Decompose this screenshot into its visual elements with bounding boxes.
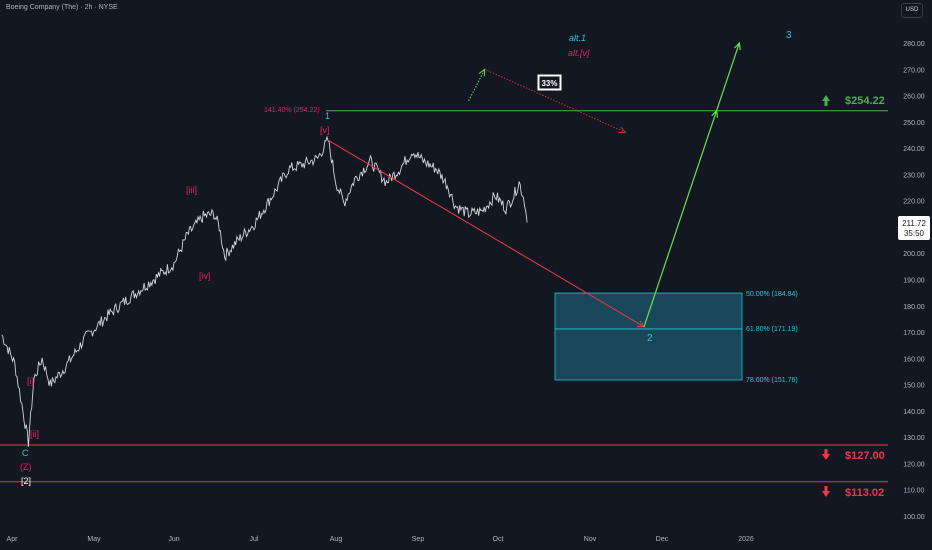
currency-button[interactable]: USD bbox=[901, 3, 923, 18]
wave-label-v: [v] bbox=[320, 125, 330, 135]
wave-label-alt1: alt.1 bbox=[569, 33, 586, 43]
time-tick-label: Oct bbox=[493, 536, 504, 543]
time-tick-label: Sep bbox=[412, 536, 425, 543]
time-tick-label: 2026 bbox=[738, 536, 754, 543]
price-tick-label: 180.00 bbox=[903, 304, 925, 311]
price-tick-label: 220.00 bbox=[903, 199, 925, 206]
wave-label-ii: [ii] bbox=[30, 429, 39, 439]
price-axis[interactable]: 100.00 110.00 120.00 130.00 140.00 150.00 160.… bbox=[890, 0, 932, 550]
time-axis-background bbox=[0, 528, 890, 550]
price-tick-label: 130.00 bbox=[903, 435, 925, 442]
wave-label-3: 3 bbox=[786, 30, 792, 41]
projection-alt-up bbox=[468, 69, 486, 102]
price-tick-label: 150.00 bbox=[903, 383, 925, 390]
price-tick-label: 250.00 bbox=[903, 120, 925, 127]
arrow-down-icon bbox=[822, 486, 830, 497]
chart-title: Boeing Company (The) · 2h · NYSE bbox=[6, 4, 118, 11]
price-tick-label: 270.00 bbox=[903, 67, 925, 74]
projection-arrowhead bbox=[734, 41, 741, 51]
arrow-up-icon bbox=[822, 95, 830, 106]
zone-label-50: 50.00% (184.84) bbox=[746, 291, 798, 298]
probability-badge: 33% bbox=[537, 74, 562, 91]
fib-extension-label: 141.40% (254.22) bbox=[264, 107, 320, 114]
price-tick-label: 280.00 bbox=[903, 41, 925, 48]
wave-label-c: C bbox=[22, 448, 29, 458]
wave-label-alt-v: alt.[v] bbox=[568, 48, 590, 58]
price-tick-label: 190.00 bbox=[903, 278, 925, 285]
price-tick-label: 120.00 bbox=[903, 461, 925, 468]
time-tick-label: Nov bbox=[584, 536, 597, 543]
projection-red bbox=[327, 139, 645, 328]
time-tick-label: Jun bbox=[168, 536, 179, 543]
level-label-113: $113.02 bbox=[845, 487, 884, 499]
countdown: 35:50 bbox=[904, 229, 925, 238]
price-axis-background bbox=[890, 0, 932, 550]
projection-layer bbox=[327, 41, 741, 328]
time-tick-label: Apr bbox=[7, 536, 19, 543]
projection-arrowhead bbox=[478, 68, 486, 77]
projection-arrowhead bbox=[711, 109, 719, 118]
price-tick-label: 230.00 bbox=[903, 172, 925, 179]
level-label-254: $254.22 bbox=[845, 95, 885, 107]
price-tick-label: 170.00 bbox=[903, 330, 925, 337]
price-tick-label: 110.00 bbox=[904, 488, 925, 495]
wave-label-2-bracket: [2] bbox=[21, 476, 31, 486]
price-series bbox=[1, 135, 528, 447]
target-zone-layer bbox=[554, 292, 743, 381]
price-tick-label: 140.00 bbox=[903, 409, 925, 416]
price-tick-label: 160.00 bbox=[903, 356, 925, 363]
probability-label: 33% bbox=[541, 79, 557, 88]
projection-arrowhead bbox=[618, 126, 627, 134]
time-tick-label: Dec bbox=[656, 536, 669, 543]
wave-label-1: 1 bbox=[325, 111, 330, 121]
wave-labels: alt.1 alt.[v] 3 1 [v] [iii] [iv] 2 [i] [… bbox=[20, 30, 792, 486]
projection-green bbox=[643, 42, 740, 327]
time-tick-label: May bbox=[87, 536, 101, 543]
level-lines-layer bbox=[0, 110, 888, 483]
time-tick-label: Aug bbox=[330, 536, 343, 543]
price-series-layer bbox=[1, 135, 528, 447]
wave-label-iii: [iii] bbox=[186, 185, 197, 195]
zone-label-618: 61.80% (171.19) bbox=[746, 326, 798, 333]
last-price-tag: 211.72 35:50 bbox=[898, 216, 930, 240]
level-label-127: $127.00 bbox=[845, 450, 885, 462]
wave-label-i: [i] bbox=[27, 376, 34, 386]
zone-label-786: 78.60% (151.76) bbox=[746, 377, 798, 384]
time-tick-label: Jul bbox=[250, 536, 259, 543]
wave-label-z: (Z) bbox=[20, 462, 32, 472]
price-tick-label: 200.00 bbox=[903, 251, 925, 258]
time-axis[interactable]: Apr May Jun Jul Aug Sep Oct Nov Dec 2026 bbox=[0, 528, 890, 550]
target-zone bbox=[554, 292, 743, 381]
last-price: 211.72 bbox=[902, 219, 926, 228]
arrow-down-icon bbox=[822, 449, 830, 460]
price-tick-label: 260.00 bbox=[903, 94, 925, 101]
wave-label-iv: [iv] bbox=[199, 271, 211, 281]
price-tick-label: 100.00 bbox=[903, 514, 925, 521]
price-tick-label: 240.00 bbox=[903, 146, 925, 153]
wave-label-2: 2 bbox=[647, 333, 653, 344]
